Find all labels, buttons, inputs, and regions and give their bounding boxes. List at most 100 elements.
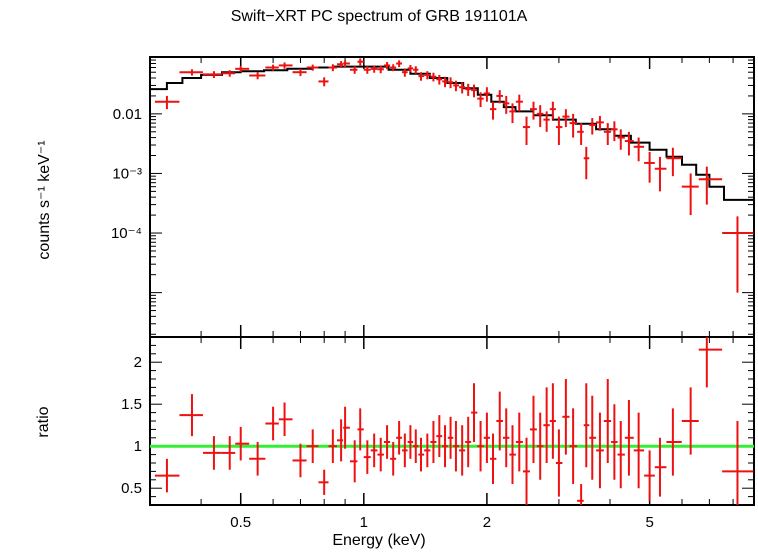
spectrum-data-point <box>383 62 391 70</box>
spectrum-data-point <box>549 101 556 120</box>
spectrum-data-point <box>424 71 431 80</box>
spectrum-data-point <box>278 62 293 69</box>
ratio-data-point <box>459 425 466 476</box>
spectrum-data-point <box>363 66 371 74</box>
spectrum-data-point <box>624 131 634 156</box>
ratio-data-point <box>496 391 503 451</box>
spectrum-data-point <box>413 66 419 74</box>
ratio-data-point <box>522 437 531 505</box>
ratio-data-point <box>624 400 634 476</box>
ratio-data-point <box>681 387 699 455</box>
model-line <box>150 65 754 201</box>
spectrum-data-point <box>603 123 612 146</box>
spectrum-data-point <box>154 95 180 110</box>
spectrum-data-point <box>536 105 544 128</box>
ratio-data-point <box>336 419 344 462</box>
spectrum-data-point <box>447 77 454 89</box>
ratio-data-point <box>502 408 510 468</box>
ratio-data-point <box>278 402 293 437</box>
ratio-data-point <box>390 442 397 476</box>
ratio-data-point <box>666 408 682 476</box>
ratio-data-point <box>306 429 319 463</box>
spectrum-data-point <box>562 109 570 128</box>
spectrum-data-point <box>370 65 378 73</box>
spectrum-data-point <box>654 156 667 192</box>
ratio-data-point <box>589 395 597 480</box>
spectrum-data-point <box>349 66 358 74</box>
spectrum-data-point <box>436 74 443 85</box>
ratio-data-point <box>396 421 402 455</box>
ratio-data-point <box>698 337 723 388</box>
ratio-data-point <box>442 425 448 468</box>
spectrum-data-point <box>318 77 329 87</box>
spectrum-data-point <box>611 121 618 142</box>
ratio-data-point <box>447 416 454 459</box>
ratio-data-point <box>154 458 180 493</box>
ratio-data-point <box>221 436 236 470</box>
spectrum-data-point <box>555 116 563 146</box>
spectrum-data-point <box>577 123 584 146</box>
ratio-data-point <box>644 450 655 501</box>
spectrum-data-point <box>465 83 472 96</box>
ratio-data-point <box>483 412 490 463</box>
spectrum-data-point <box>430 72 437 82</box>
ratio-data-point <box>509 425 516 484</box>
bottom-panel-frame <box>149 336 755 506</box>
spectrum-data-point <box>477 92 484 108</box>
ratio-data-point <box>583 383 590 468</box>
ratio-data-point <box>343 406 350 449</box>
x-axis-label: Energy (keV) <box>332 532 426 549</box>
ratio-data-point <box>363 440 371 474</box>
bottom-y-tick-label: 0.5 <box>121 480 142 497</box>
ratio-data-point <box>611 404 618 480</box>
ratio-data-point <box>401 433 408 468</box>
ratio-data-point <box>465 416 472 468</box>
top-y-tick-label: 0.01 <box>113 106 142 123</box>
ratio-data-point <box>633 412 645 489</box>
spectrum-data-point <box>509 103 516 124</box>
spectrum-data-point <box>202 71 222 78</box>
bottom-y-tick-label: 1.5 <box>121 396 142 413</box>
spectrum-data-point <box>483 87 490 102</box>
ratio-data-point <box>515 412 523 472</box>
ratio-data-point <box>536 412 544 480</box>
spectrum-data-point <box>390 64 397 72</box>
ratio-data-point <box>530 395 537 463</box>
spectrum-data-point <box>459 82 466 94</box>
spectrum-data-point <box>401 68 408 77</box>
spectrum-data-point <box>522 116 531 146</box>
ratio-data-point <box>349 440 358 483</box>
x-tick-label: 2 <box>483 514 491 531</box>
ratio-data-point <box>436 415 443 458</box>
spectrum-data-point <box>328 64 337 72</box>
spectrum-data-point <box>221 70 236 77</box>
ratio-data-point <box>418 437 425 472</box>
ratio-data-point <box>543 387 550 463</box>
spectrum-data-point <box>543 111 550 132</box>
spectrum-data-point <box>722 216 754 293</box>
spectrum-data-point <box>442 76 448 88</box>
ratio-data-point <box>569 408 578 484</box>
spectrum-data-point <box>583 146 590 180</box>
spectrum-data-point <box>418 72 425 81</box>
chart-title: Swift−XRT PC spectrum of GRB 191101A <box>230 8 528 25</box>
top-y-tick-label: 10⁻⁴ <box>111 225 142 242</box>
ratio-data-point <box>357 408 364 451</box>
ratio-data-point <box>265 406 279 441</box>
ratio-data-point <box>407 425 414 459</box>
ratio-data-point <box>453 421 460 472</box>
ratio-data-point <box>377 437 384 472</box>
bottom-y-axis-label: ratio <box>35 406 52 438</box>
ratio-data-point <box>577 484 584 505</box>
spectrum-data-point <box>396 60 402 68</box>
spectrum-data-point <box>633 137 645 162</box>
ratio-data-point <box>549 383 556 459</box>
spectrum-data-point <box>502 95 510 114</box>
ratio-data-point <box>235 426 250 461</box>
top-y-axis-label: counts s⁻¹ keV⁻¹ <box>36 140 53 260</box>
spectrum-data-point <box>596 116 604 131</box>
spectrum-data-point <box>407 65 414 73</box>
spectrum-data-point <box>698 166 723 205</box>
ratio-data-point <box>292 443 307 478</box>
